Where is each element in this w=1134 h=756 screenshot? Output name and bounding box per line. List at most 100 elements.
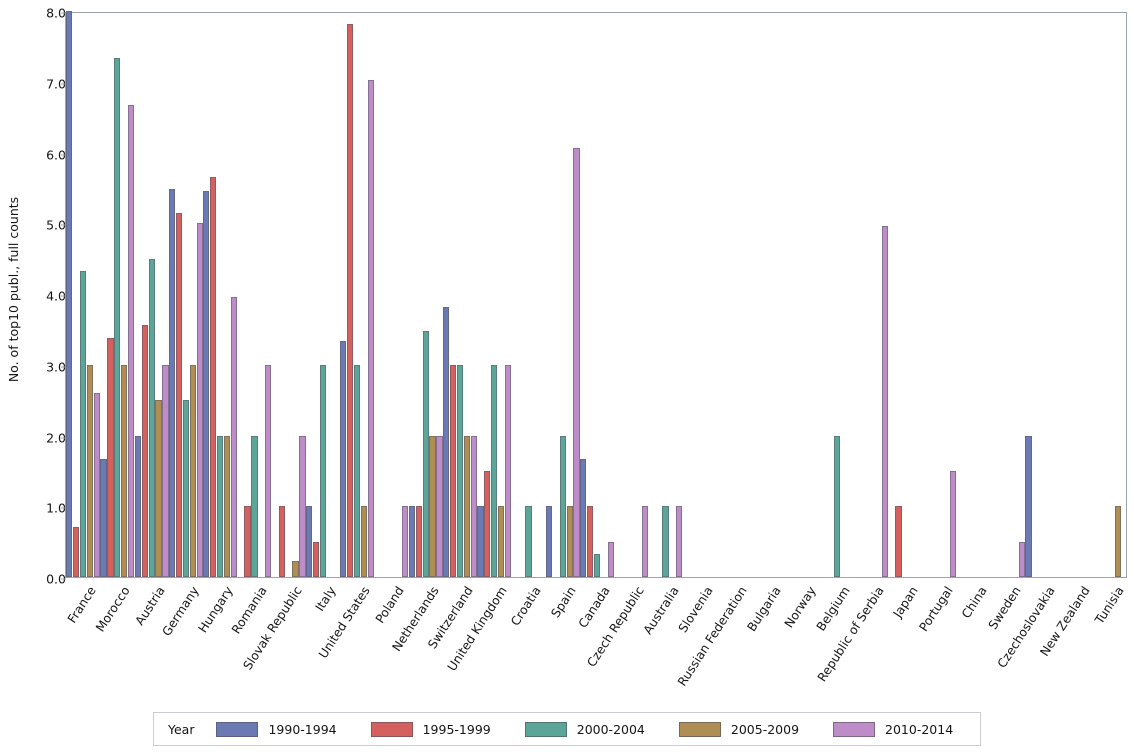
x-axis-tick-label: Norway bbox=[781, 584, 818, 630]
bar-group bbox=[306, 13, 340, 577]
bar bbox=[463, 435, 470, 577]
bar bbox=[477, 506, 484, 577]
bar bbox=[545, 506, 553, 577]
bar-group bbox=[203, 13, 238, 577]
legend-entry[interactable]: 2010-2014 bbox=[833, 721, 954, 737]
bar bbox=[881, 226, 888, 577]
bar bbox=[292, 561, 299, 577]
bar-group bbox=[238, 13, 272, 577]
bar bbox=[607, 541, 614, 577]
bar-group bbox=[751, 13, 785, 577]
legend-color-swatch bbox=[678, 721, 721, 737]
x-axis-tick-label: China bbox=[959, 584, 990, 621]
bar bbox=[134, 435, 141, 577]
bar bbox=[566, 506, 573, 577]
legend-color-swatch bbox=[833, 721, 876, 737]
legend-entry[interactable]: 1995-1999 bbox=[370, 721, 491, 737]
x-axis-tick-label: France bbox=[65, 584, 99, 626]
bar bbox=[148, 258, 155, 577]
bar-group bbox=[100, 13, 135, 577]
x-axis-tick-label: Spain bbox=[548, 584, 578, 620]
x-axis-tick-label-text: Norway bbox=[781, 584, 819, 631]
bar-group bbox=[1060, 13, 1094, 577]
bar bbox=[93, 393, 100, 577]
bar bbox=[950, 470, 957, 577]
bar bbox=[251, 435, 258, 577]
bar-group bbox=[1094, 13, 1128, 577]
x-axis-tick-label: Republic of Serbia bbox=[815, 584, 887, 684]
x-axis-tick-label-text: Portugal bbox=[916, 584, 956, 634]
x-axis-tick-label-text: Poland bbox=[373, 584, 408, 626]
bar-series-container bbox=[66, 11, 1128, 577]
bar-group bbox=[786, 13, 820, 577]
legend-entry[interactable]: 2005-2009 bbox=[678, 721, 799, 737]
bar bbox=[306, 506, 313, 577]
bar bbox=[1025, 435, 1032, 577]
bar bbox=[662, 506, 669, 577]
x-axis-tick-label: Portugal bbox=[916, 584, 955, 634]
bar bbox=[107, 337, 114, 577]
x-axis-tick-label: Italy bbox=[313, 584, 339, 614]
bar bbox=[586, 506, 594, 577]
bar bbox=[141, 325, 148, 577]
bar-group bbox=[375, 13, 409, 577]
x-axis-tick-label: Morocco bbox=[94, 584, 134, 634]
x-axis-tick-label-text: Russian Federation bbox=[675, 584, 750, 689]
legend-color-swatch bbox=[216, 721, 259, 737]
x-axis-tick-label: Tunisia bbox=[1092, 584, 1126, 627]
bar-group bbox=[649, 13, 683, 577]
bar-group bbox=[477, 13, 512, 577]
legend-label: 2000-2004 bbox=[576, 721, 645, 737]
bar bbox=[573, 148, 580, 577]
bar bbox=[895, 506, 902, 577]
bar bbox=[422, 330, 429, 577]
bar-group bbox=[169, 13, 203, 577]
legend-label: 1995-1999 bbox=[422, 721, 491, 737]
bar bbox=[580, 458, 587, 577]
x-axis-tick-label: Japan bbox=[891, 584, 921, 620]
x-axis-tick-label-text: Japan bbox=[890, 584, 922, 621]
bar bbox=[525, 506, 532, 577]
bar-group bbox=[854, 13, 888, 577]
x-axis-tick-label: Russian Federation bbox=[675, 584, 750, 689]
x-axis-tick-label-text: Italy bbox=[312, 584, 339, 614]
bar bbox=[1114, 506, 1121, 577]
bar-group bbox=[991, 13, 1025, 577]
bar bbox=[265, 364, 272, 577]
legend-entry[interactable]: 2000-2004 bbox=[524, 721, 645, 737]
bar-group bbox=[1025, 13, 1059, 577]
bar bbox=[86, 364, 94, 577]
bar bbox=[319, 364, 327, 577]
legend-color-swatch bbox=[524, 721, 567, 737]
legend-label: 2010-2014 bbox=[885, 721, 954, 737]
bar bbox=[429, 435, 436, 577]
plot-area: 0.0 1.0 2.0 3.0 4.0 5.0 6.0 7.0 8.0 bbox=[46, 6, 1128, 587]
x-axis-tick-label-text: Spain bbox=[548, 584, 579, 621]
bar bbox=[415, 506, 422, 577]
x-axis-tick-label: Austria bbox=[132, 584, 167, 628]
x-axis-tick-label-text: Austria bbox=[132, 584, 168, 628]
bar-group bbox=[717, 13, 751, 577]
legend-label: 1990-1994 bbox=[268, 721, 337, 737]
bar bbox=[504, 364, 512, 577]
bar bbox=[676, 506, 683, 577]
bar-group bbox=[683, 13, 717, 577]
y-axis-title-text: No. of top10 publ., full counts bbox=[6, 196, 22, 382]
x-axis-tick-label: Croatia bbox=[509, 584, 545, 628]
bar bbox=[408, 506, 415, 577]
chart-legend: Year 1990-1994 1995-1999 2000-2004 2005-200… bbox=[153, 712, 981, 746]
bar bbox=[189, 364, 196, 577]
bar bbox=[278, 506, 285, 577]
bar bbox=[223, 435, 231, 577]
legend-title: Year bbox=[168, 721, 195, 737]
bar-group bbox=[820, 13, 854, 577]
bar-group bbox=[443, 13, 477, 577]
bar bbox=[175, 212, 183, 577]
legend-entry[interactable]: 1990-1994 bbox=[216, 721, 337, 737]
bar bbox=[402, 506, 409, 577]
bar bbox=[360, 506, 368, 577]
x-axis-tick-labels: France Morocco Austria Germany Hungary Romani… bbox=[65, 578, 1127, 689]
bar bbox=[470, 435, 477, 577]
bar bbox=[340, 341, 347, 577]
